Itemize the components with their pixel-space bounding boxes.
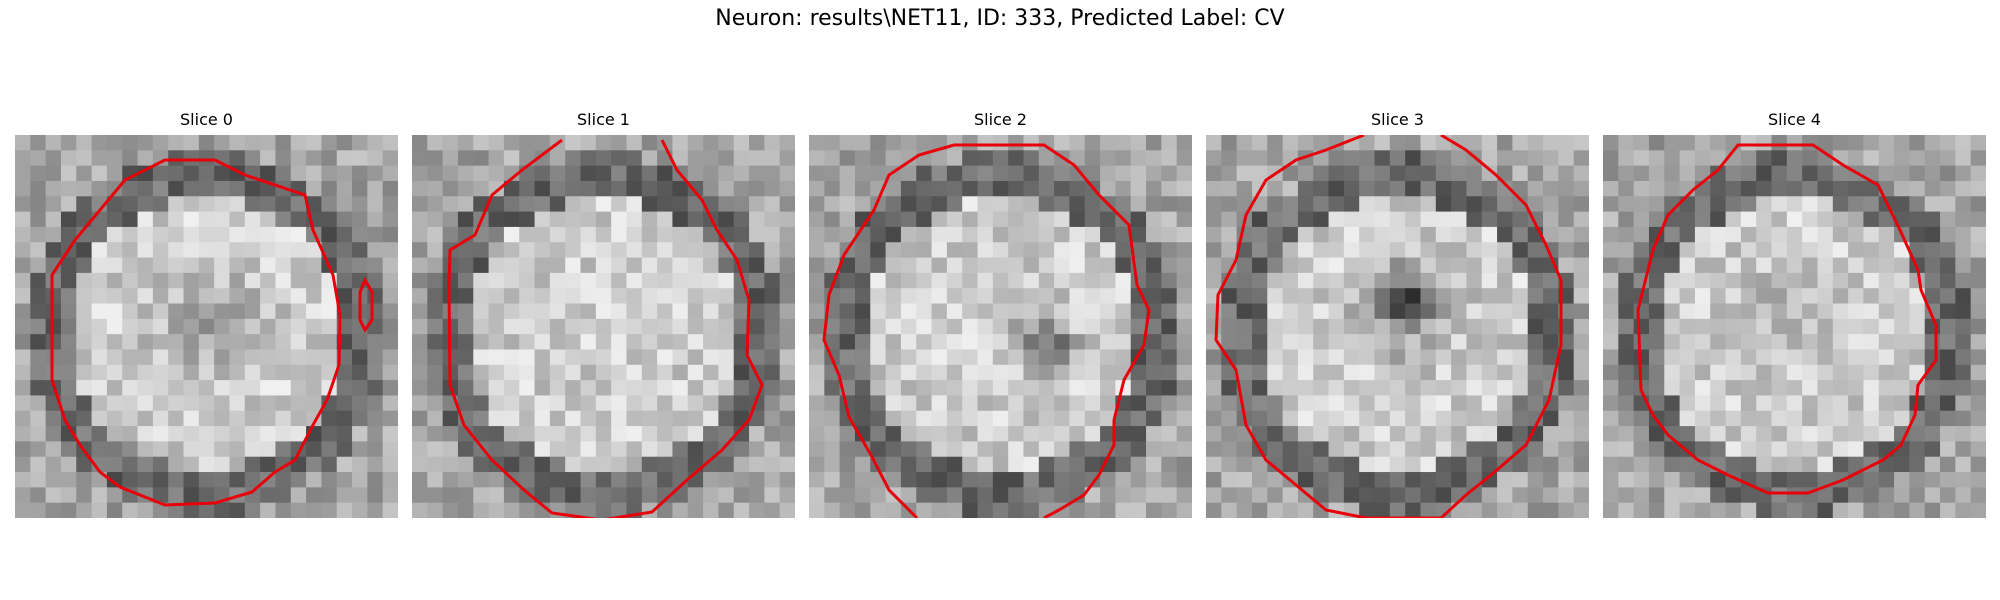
slice-image-1: [412, 135, 795, 518]
slice-title: Slice 2: [974, 110, 1027, 129]
pixel-grid: [15, 135, 398, 518]
slice-image-2: [809, 135, 1192, 518]
slice-title: Slice 3: [1371, 110, 1424, 129]
segmentation-contour-fragment: [358, 276, 374, 333]
segmentation-contour: [1636, 143, 1938, 495]
pixel-grid: [412, 135, 795, 518]
segmentation-contour: [822, 143, 1151, 518]
segmentation-contour: [50, 158, 342, 507]
slice-image-4: [1603, 135, 1986, 518]
slice-title: Slice 0: [180, 110, 233, 129]
slice-title: Slice 4: [1768, 110, 1821, 129]
pixel-grid: [1206, 135, 1589, 518]
slice-image-3: [1206, 135, 1589, 518]
pixel-grid: [1603, 135, 1986, 518]
slice-title: Slice 1: [577, 110, 630, 129]
segmentation-contour: [447, 138, 764, 518]
slice-image-0: [15, 135, 398, 518]
segmentation-contour: [1214, 135, 1563, 518]
pixel-grid: [809, 135, 1192, 518]
figure-title: Neuron: results\NET11, ID: 333, Predicte…: [715, 6, 1285, 31]
